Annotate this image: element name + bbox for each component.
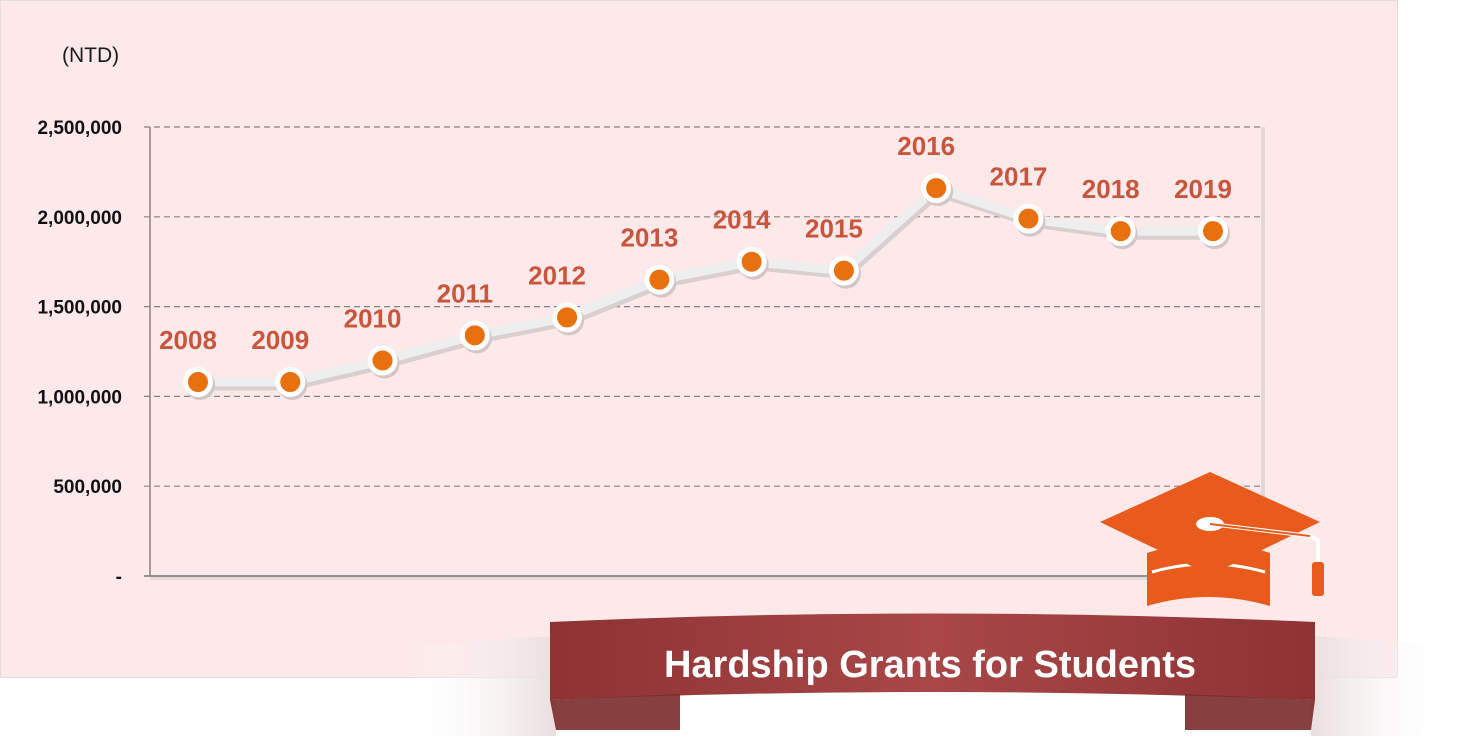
data-point — [275, 367, 306, 398]
data-point — [367, 345, 398, 376]
data-point — [921, 173, 952, 204]
y-tick-label: 1,000,000 — [37, 387, 122, 408]
data-point — [1013, 203, 1044, 234]
y-tick-label: - — [116, 567, 122, 588]
data-label: 2011 — [437, 278, 493, 308]
data-point — [459, 320, 490, 351]
data-point — [1105, 216, 1136, 247]
data-label: 2008 — [159, 325, 217, 355]
y-tick-label: 1,500,000 — [37, 298, 122, 319]
data-point — [644, 264, 675, 295]
data-labels: 2008 2009 2010 2011 2012 2013 2014 2015 2016 2017… — [159, 131, 1232, 355]
data-label: 2017 — [990, 162, 1048, 192]
graduation-cap-icon — [1100, 472, 1324, 606]
data-label: 2016 — [897, 131, 955, 161]
data-label: 2018 — [1082, 174, 1140, 204]
data-point — [828, 255, 859, 286]
y-tick-label: 500,000 — [53, 477, 122, 498]
y-axis-unit-label: (NTD) — [62, 44, 120, 67]
ribbon-tail-left — [405, 636, 556, 736]
data-point — [552, 302, 583, 333]
ribbon-fold-left — [550, 694, 680, 730]
data-point — [183, 367, 213, 398]
banner-title: Hardship Grants for Students — [664, 644, 1196, 686]
data-points — [183, 173, 1230, 401]
plot-background — [150, 127, 1263, 576]
ribbon-fold-right — [1185, 694, 1315, 730]
plot-area — [150, 127, 1265, 580]
data-label: 2010 — [344, 303, 402, 333]
data-label: 2013 — [620, 223, 678, 253]
data-point — [736, 246, 767, 277]
title-ribbon: Hardship Grants for Students — [405, 613, 1450, 736]
data-point — [1198, 216, 1228, 247]
y-tick-label: 2,000,000 — [37, 208, 122, 229]
ribbon-body — [550, 613, 1315, 700]
grid-lines — [144, 126, 1263, 577]
data-label: 2019 — [1174, 174, 1232, 204]
ribbon-tail-right — [1311, 636, 1450, 736]
data-label: 2009 — [251, 325, 309, 355]
y-tick-label: 2,500,000 — [37, 118, 122, 139]
y-axis-ticks: - 500,000 1,000,000 1,500,000 2,000,000 2,500… — [37, 118, 122, 588]
data-label: 2014 — [713, 205, 771, 235]
data-label: 2015 — [805, 214, 863, 244]
data-label: 2012 — [528, 260, 586, 290]
